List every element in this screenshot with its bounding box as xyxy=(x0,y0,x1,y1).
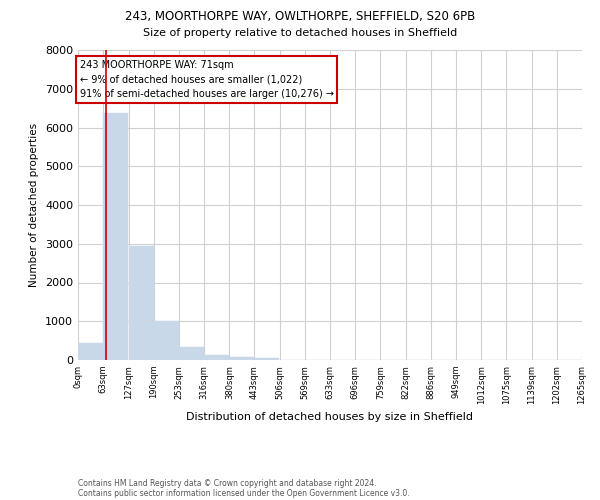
Text: Contains HM Land Registry data © Crown copyright and database right 2024.: Contains HM Land Registry data © Crown c… xyxy=(78,478,377,488)
Bar xyxy=(129,246,154,360)
Text: 243 MOORTHORPE WAY: 71sqm
← 9% of detached houses are smaller (1,022)
91% of sem: 243 MOORTHORPE WAY: 71sqm ← 9% of detach… xyxy=(80,60,334,100)
Bar xyxy=(179,347,204,360)
Bar xyxy=(230,358,254,360)
Bar xyxy=(78,342,103,360)
Y-axis label: Number of detached properties: Number of detached properties xyxy=(29,123,40,287)
Text: 243, MOORTHORPE WAY, OWLTHORPE, SHEFFIELD, S20 6PB: 243, MOORTHORPE WAY, OWLTHORPE, SHEFFIEL… xyxy=(125,10,475,23)
Text: Contains public sector information licensed under the Open Government Licence v3: Contains public sector information licen… xyxy=(78,488,410,498)
Bar xyxy=(254,358,280,360)
Bar xyxy=(103,113,128,360)
X-axis label: Distribution of detached houses by size in Sheffield: Distribution of detached houses by size … xyxy=(187,412,473,422)
Bar xyxy=(154,322,179,360)
Bar xyxy=(204,355,229,360)
Text: Size of property relative to detached houses in Sheffield: Size of property relative to detached ho… xyxy=(143,28,457,38)
